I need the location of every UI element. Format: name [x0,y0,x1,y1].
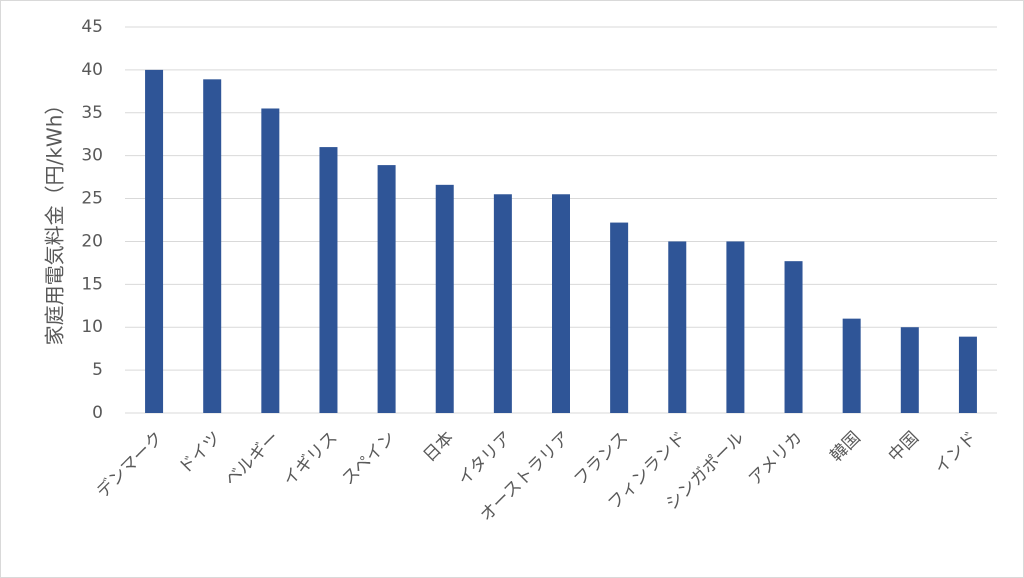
bar [145,69,164,413]
y-tick-label: 30 [81,146,103,166]
y-tick-label: 5 [92,360,103,380]
y-axis-label: 家庭用電気料金（円/kWh） [43,95,67,346]
y-tick-label: 25 [81,189,103,209]
y-tick-label: 15 [81,274,103,294]
bar [668,241,687,413]
bar [842,318,861,413]
bar [784,261,803,413]
bar [319,147,338,414]
bar [261,108,280,413]
y-tick-label: 10 [81,317,103,337]
bar [958,336,977,413]
bar [435,184,454,413]
bar [726,241,745,413]
bar [610,222,629,413]
y-tick-label: 20 [81,231,103,251]
bar [203,79,222,413]
bar [552,194,570,413]
y-tick-label: 40 [81,60,103,80]
bar [377,165,396,413]
y-tick-label: 45 [81,17,103,37]
y-tick-label: 35 [81,103,103,123]
bar [493,194,512,413]
bar [900,327,919,413]
y-tick-label: 0 [92,403,103,423]
